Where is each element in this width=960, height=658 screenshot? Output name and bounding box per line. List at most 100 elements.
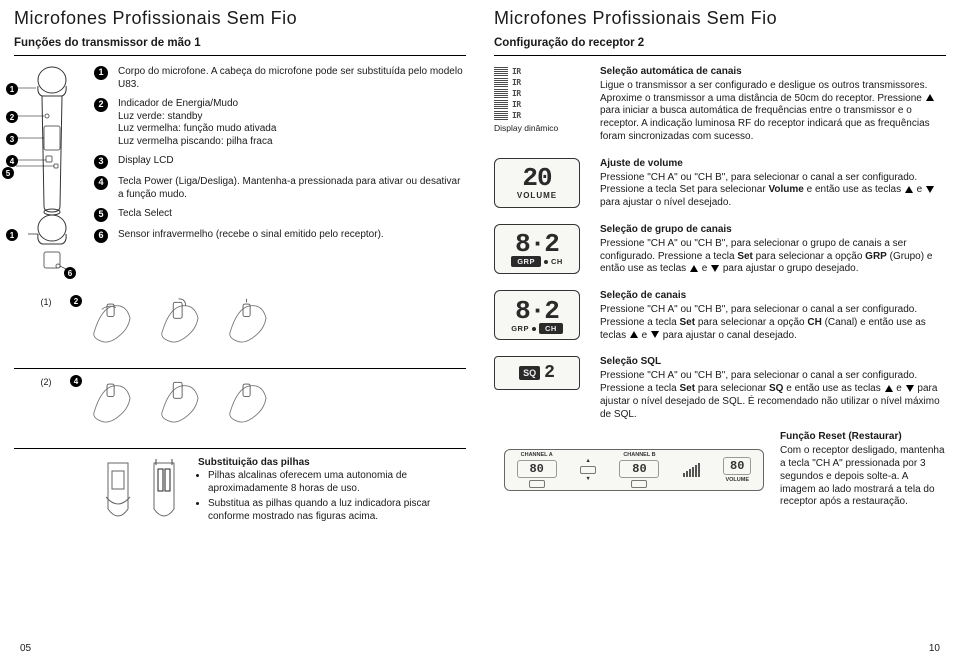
sql-block: SQ 2 Seleção SQL Pressione "CH A" ou "CH… bbox=[494, 356, 946, 421]
sql-p1b: Set bbox=[680, 383, 696, 394]
inset-2-sep bbox=[14, 448, 466, 449]
panel-na: 80 bbox=[521, 462, 553, 476]
grp-p1f: para ajustar o grupo desejado. bbox=[720, 263, 858, 274]
hand-step-b1 bbox=[84, 377, 146, 439]
battery-li2: Substitua as pilhas quando a luz indicad… bbox=[208, 498, 466, 523]
inset-2-caption: (2) bbox=[14, 377, 78, 442]
right-title: Microfones Profissionais Sem Fio bbox=[494, 8, 946, 29]
ch-p1d: CH bbox=[807, 317, 821, 328]
group-block: 8·2 GRPCH Seleção de grupo de canais Pre… bbox=[494, 224, 946, 276]
ch-p1b: Set bbox=[680, 317, 696, 328]
right-page-num: 10 bbox=[929, 643, 940, 654]
auto-body1: Ligue o transmissor a ser configurado e … bbox=[600, 80, 927, 104]
grp-p1c: para selecionar a opção bbox=[753, 251, 865, 262]
sql-label: SQ bbox=[519, 366, 540, 380]
sql-p1e: e então use as teclas bbox=[783, 383, 883, 394]
receiver-panel: CHANNEL A 80 ▲ ▼ CHANNEL B 80 bbox=[504, 449, 764, 491]
hand-step-3 bbox=[220, 297, 282, 359]
inset-1-caption: (1) bbox=[14, 297, 78, 362]
hand-step-b3 bbox=[220, 377, 282, 439]
volume-label: VOLUME bbox=[517, 191, 557, 200]
inset2-num-4: 4 bbox=[70, 375, 82, 387]
auto-heading: Seleção automática de canais bbox=[600, 66, 946, 79]
channel-value: 8·2 bbox=[515, 298, 559, 324]
left-page-num: 05 bbox=[20, 643, 31, 654]
triangle-down-icon bbox=[651, 331, 659, 338]
hand-step-b2 bbox=[152, 377, 214, 439]
channel-lcd: 8·2 GRP CH bbox=[494, 290, 580, 340]
sql-p1c: para selecionar bbox=[695, 383, 769, 394]
item-6: Sensor infravermelho (recebe o sinal emi… bbox=[118, 229, 466, 243]
sql-lcd: SQ 2 bbox=[494, 356, 580, 390]
volume-lcd: 20 VOLUME bbox=[494, 158, 580, 208]
volume-p2a: Pressione a tecla Set para selecionar bbox=[600, 184, 768, 195]
triangle-up-icon bbox=[885, 385, 893, 392]
sql-value: 2 bbox=[544, 363, 555, 383]
volume-value: 20 bbox=[522, 165, 551, 191]
volume-p2d: para ajustar o nível desejado. bbox=[600, 197, 731, 208]
battery-heading: Substituição das pilhas bbox=[198, 457, 466, 468]
left-subtitle: Funções do transmissor de mão 1 bbox=[14, 37, 466, 49]
panel-cha: CHANNEL A bbox=[521, 452, 553, 458]
volume-heading: Ajuste de volume bbox=[600, 158, 946, 171]
panel-chb: CHANNEL B bbox=[623, 452, 655, 458]
triangle-up-icon bbox=[690, 265, 698, 272]
reset-block: CHANNEL A 80 ▲ ▼ CHANNEL B 80 bbox=[494, 431, 946, 509]
triangle-up-icon bbox=[905, 186, 913, 193]
reset-heading: Função Reset (Restaurar) bbox=[780, 431, 946, 444]
left-page: Microfones Profissionais Sem Fio Funções… bbox=[0, 0, 480, 658]
mic-inner-6: 6 bbox=[64, 267, 76, 279]
item-4: Tecla Power (Liga/Desliga). Mantenha-a p… bbox=[118, 176, 466, 201]
divider-right bbox=[494, 55, 946, 56]
panel-nb: 80 bbox=[623, 462, 655, 476]
triangle-up-icon bbox=[926, 94, 934, 101]
item-2: Indicador de Energia/Mudo Luz verde: sta… bbox=[118, 98, 466, 148]
mic-svg bbox=[14, 66, 78, 276]
triangle-down-icon bbox=[906, 385, 914, 392]
reset-body: Com o receptor desligado, mantenha a tec… bbox=[780, 445, 945, 507]
grp-p1d: GRP bbox=[865, 251, 887, 262]
channel-block: 8·2 GRPCH Seleção de canais Pressione "C… bbox=[494, 290, 946, 342]
auto-channel-block: Display dinâmico Seleção automática de c… bbox=[494, 66, 946, 144]
volume-p2c: e então use as teclas bbox=[804, 184, 904, 195]
volume-p2b: Volume bbox=[768, 184, 803, 195]
left-title: Microfones Profissionais Sem Fio bbox=[14, 8, 466, 29]
inset-1-sep bbox=[14, 368, 466, 369]
battery-li1: Pilhas alcalinas oferecem uma autonomia … bbox=[208, 470, 466, 495]
display-caption: Display dinâmico bbox=[494, 123, 590, 133]
ch-p1f: para ajustar o canal desejado. bbox=[660, 330, 797, 341]
item-3: Display LCD bbox=[118, 155, 466, 169]
group-value: 8·2 bbox=[515, 231, 559, 257]
triangle-down-icon bbox=[711, 265, 719, 272]
inset1-num-2: 2 bbox=[70, 295, 82, 307]
divider bbox=[14, 55, 466, 56]
mic-callout-4: 4 bbox=[6, 155, 18, 167]
mic-callout-1: 1 bbox=[6, 83, 18, 95]
triangle-up-icon bbox=[630, 331, 638, 338]
triangle-down-icon bbox=[926, 186, 934, 193]
right-subtitle: Configuração do receptor 2 bbox=[494, 37, 946, 49]
battery-fig-1 bbox=[98, 457, 138, 525]
mic-figure: 1 2 3 4 5 1 6 bbox=[14, 66, 84, 279]
sql-heading: Seleção SQL bbox=[600, 356, 946, 369]
inset2-label: (2) bbox=[14, 377, 78, 387]
item-1: Corpo do microfone. A cabeça do microfon… bbox=[118, 66, 466, 91]
panel-vol-label: VOLUME bbox=[725, 477, 749, 483]
hand-step-1 bbox=[84, 297, 146, 359]
ch-label-sm: CH bbox=[551, 257, 563, 266]
grp-label2: GRP bbox=[511, 324, 529, 333]
ch-label-inv: CH bbox=[539, 323, 563, 334]
grp-p1b: Set bbox=[737, 251, 753, 262]
grp-label: GRP bbox=[511, 256, 541, 267]
volume-p1: Pressione "CH A" ou "CH B", para selecio… bbox=[600, 172, 946, 185]
ch-p1c: para selecionar a opção bbox=[695, 317, 807, 328]
transmitter-function-list: 1Corpo do microfone. A cabeça do microfo… bbox=[94, 66, 466, 279]
inset1-label: (1) bbox=[14, 297, 78, 307]
item-5: Tecla Select bbox=[118, 208, 466, 222]
battery-fig-2 bbox=[144, 457, 184, 525]
hand-step-2 bbox=[152, 297, 214, 359]
dynamic-display-icon: Display dinâmico bbox=[494, 66, 590, 144]
volume-block: 20 VOLUME Ajuste de volume Pressione "CH… bbox=[494, 158, 946, 210]
right-page: Microfones Profissionais Sem Fio Configu… bbox=[480, 0, 960, 658]
auto-body2: para iniciar a busca automática de frequ… bbox=[600, 105, 930, 142]
